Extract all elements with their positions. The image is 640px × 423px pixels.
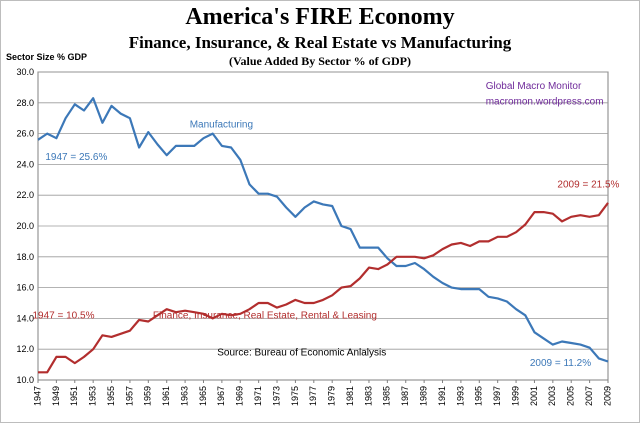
- x-tick-label: 1993: [455, 386, 465, 406]
- x-tick-label: 1953: [88, 386, 98, 406]
- annotation-7: Source: Bureau of Economic Anlalysis: [217, 347, 386, 358]
- x-tick-label: 1959: [143, 386, 153, 406]
- x-tick-label: 1987: [400, 386, 410, 406]
- x-tick-label: 1985: [382, 386, 392, 406]
- annotation-3: 1947 = 25.6%: [45, 152, 107, 163]
- series-line-manufacturing: [37, 97, 609, 363]
- chart-title: America's FIRE Economy: [185, 4, 455, 30]
- x-tick-label: 1965: [198, 386, 208, 406]
- x-tick-label: 1995: [474, 386, 484, 406]
- chart-subtitle: Finance, Insurance, & Real Estate vs Man…: [128, 33, 512, 52]
- x-tick-label: 1971: [253, 386, 263, 406]
- y-tick-label: 12.0: [16, 344, 34, 354]
- x-tick-label: 2007: [584, 386, 594, 406]
- x-tick-label: 1999: [510, 386, 520, 406]
- x-tick-label: 1955: [106, 386, 116, 406]
- x-tick-label: 2003: [547, 386, 557, 406]
- x-tick-label: 1957: [124, 386, 134, 406]
- y-tick-label: 30.0: [16, 67, 34, 77]
- x-tick-label: 1947: [32, 386, 42, 406]
- x-tick-label: 1961: [161, 386, 171, 406]
- x-tick-label: 1975: [290, 386, 300, 406]
- y-tick-label: 26.0: [16, 129, 34, 139]
- x-tick-label: 1973: [271, 386, 281, 406]
- annotation-2: Manufacturing: [190, 119, 253, 130]
- y-tick-label: 22.0: [16, 190, 34, 200]
- x-tick-label: 1991: [437, 386, 447, 406]
- x-tick-label: 1949: [51, 386, 61, 406]
- annotation-0: Global Macro Monitor: [486, 81, 582, 92]
- y-tick-label: 10.0: [16, 375, 34, 385]
- series-line-fire: [38, 202, 609, 374]
- x-tick-label: 1977: [308, 386, 318, 406]
- y-axis-label: Sector Size % GDP: [6, 52, 88, 62]
- y-tick-label: 24.0: [16, 159, 34, 169]
- y-tick-label: 14.0: [16, 313, 34, 323]
- annotation-1: macromon.wordpress.com: [486, 96, 604, 107]
- x-tick-label: 1979: [327, 386, 337, 406]
- x-tick-label: 1963: [179, 386, 189, 406]
- x-tick-label: 1951: [69, 386, 79, 406]
- x-tick-label: 1997: [492, 386, 502, 406]
- x-tick-label: 1981: [345, 386, 355, 406]
- x-tick-label: 2001: [529, 386, 539, 406]
- x-tick-label: 1969: [235, 386, 245, 406]
- y-tick-label: 28.0: [16, 98, 34, 108]
- annotation-8: 2009 = 11.2%: [530, 358, 591, 369]
- x-tick-label: 1983: [363, 386, 373, 406]
- x-tick-label: 1989: [419, 386, 429, 406]
- x-tick-label: 2005: [566, 386, 576, 406]
- annotation-5: 1947 = 10.5%: [32, 310, 94, 321]
- y-tick-label: 18.0: [16, 252, 34, 262]
- y-tick-label: 20.0: [16, 221, 34, 231]
- chart-note: (Value Added By Sector % of GDP): [228, 54, 411, 68]
- x-tick-label: 1967: [216, 386, 226, 406]
- annotation-4: 2009 = 21.5%: [557, 180, 619, 191]
- annotation-6: Finance, Insurance, Real Estate, Rental …: [153, 310, 377, 321]
- y-tick-label: 16.0: [16, 283, 34, 293]
- x-tick-label: 2009: [602, 386, 612, 406]
